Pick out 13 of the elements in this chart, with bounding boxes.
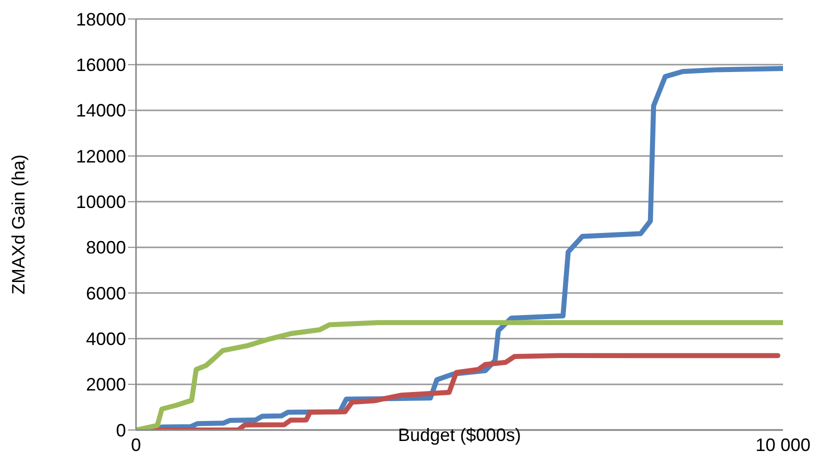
y-tick-label: 2000: [86, 374, 126, 395]
y-tick-label: 4000: [86, 329, 126, 350]
y-tick-label: 14000: [76, 100, 126, 121]
y-tick-label: 6000: [86, 283, 126, 304]
y-axis-title: ZMAXd Gain (ha): [8, 154, 28, 295]
x-tick-label: 10 000: [755, 434, 811, 455]
y-tick-label: 18000: [76, 9, 126, 30]
y-tick-label: 10000: [76, 192, 126, 212]
y-tick-label: 8000: [86, 238, 126, 258]
x-axis-title: Budget ($000s): [398, 424, 522, 445]
y-tick-label: 16000: [76, 55, 126, 76]
y-tick-label: 0: [116, 420, 126, 440]
y-tick-label: 12000: [76, 146, 126, 166]
